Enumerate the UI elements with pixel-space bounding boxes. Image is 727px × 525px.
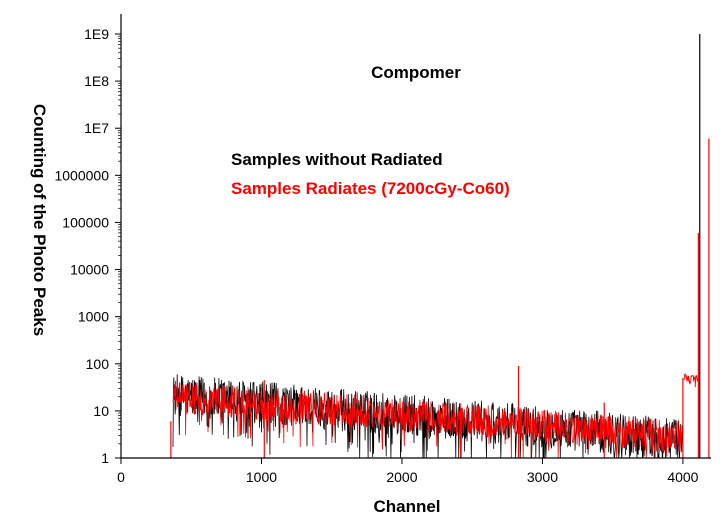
y-tick-label: 10 [93,403,109,419]
x-axis-title: Channel [373,497,440,516]
x-tick-label: 2000 [386,469,417,485]
y-tick-label: 1000000 [54,167,109,183]
series-line [172,380,682,459]
legend: Samples without Radiated Samples Radiate… [231,150,510,198]
y-axis-ticks: 1 10 100 1000 10000 100000 1000000 1E7 1E8 1E9 [54,26,121,466]
y-tick-label: 100000 [62,214,109,230]
x-axis-ticks: 0 1000 2000 3000 4000 [117,458,699,485]
y-axis-title: Counting of the Photo Peaks [30,104,49,336]
y-tick-label: 1E8 [84,73,109,89]
legend-entry: Samples Radiates (7200cGy-Co60) [231,179,510,198]
y-tick-label: 1000 [78,309,109,325]
y-tick-label: 1 [101,450,109,466]
plot-lines [170,34,710,459]
y-tick-label: 10000 [70,262,109,278]
x-tick-label: 1000 [246,469,277,485]
x-tick-label: 0 [117,469,125,485]
x-tick-label: 3000 [527,469,558,485]
y-tick-label: 1E7 [84,120,109,136]
chart-title: Compomer [371,63,461,82]
y-tick-label: 1E9 [84,26,109,42]
legend-entry: Samples without Radiated [231,150,443,169]
y-tick-label: 100 [86,356,110,372]
x-tick-label: 4000 [667,469,698,485]
series-line [172,374,684,459]
series-line [683,373,699,388]
